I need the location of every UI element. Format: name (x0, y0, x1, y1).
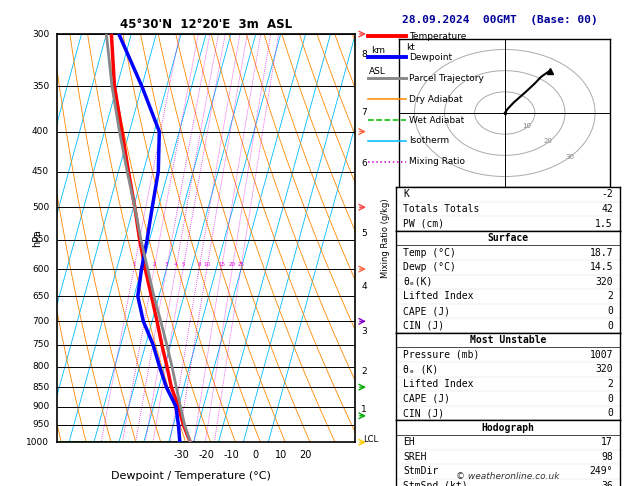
Text: 1000: 1000 (26, 438, 49, 447)
Text: EH: EH (403, 437, 415, 447)
Text: 0: 0 (253, 450, 259, 460)
Text: 320: 320 (595, 364, 613, 374)
Text: 950: 950 (32, 420, 49, 429)
Text: 17: 17 (601, 437, 613, 447)
Text: 320: 320 (595, 277, 613, 287)
Text: 36: 36 (601, 481, 613, 486)
Text: hPa: hPa (32, 229, 42, 247)
Text: 20: 20 (543, 139, 552, 144)
Text: 14.5: 14.5 (589, 262, 613, 272)
Text: CIN (J): CIN (J) (403, 408, 444, 418)
Text: Pressure (mb): Pressure (mb) (403, 350, 479, 360)
Text: 10: 10 (275, 450, 287, 460)
Text: 300: 300 (32, 30, 49, 38)
Text: 6: 6 (361, 159, 367, 168)
Text: 18.7: 18.7 (589, 248, 613, 258)
Text: 4: 4 (174, 262, 177, 267)
Text: CIN (J): CIN (J) (403, 321, 444, 330)
Text: 8: 8 (198, 262, 201, 267)
Text: Surface: Surface (487, 233, 528, 243)
Text: 900: 900 (32, 402, 49, 411)
Text: Dewpoint: Dewpoint (409, 53, 452, 62)
Text: Totals Totals: Totals Totals (403, 204, 479, 214)
Text: 400: 400 (32, 127, 49, 136)
Text: 5: 5 (361, 229, 367, 238)
Text: -30: -30 (173, 450, 189, 460)
Text: -20: -20 (198, 450, 214, 460)
Text: Lifted Index: Lifted Index (403, 292, 474, 301)
Text: 750: 750 (32, 340, 49, 349)
Text: 20: 20 (229, 262, 236, 267)
Text: 249°: 249° (589, 467, 613, 476)
Text: 7: 7 (361, 108, 367, 117)
Text: 28.09.2024  00GMT  (Base: 00): 28.09.2024 00GMT (Base: 00) (402, 15, 598, 25)
Text: PW (cm): PW (cm) (403, 219, 444, 228)
Text: Lifted Index: Lifted Index (403, 379, 474, 389)
Text: 2: 2 (607, 379, 613, 389)
Title: 45°30'N  12°20'E  3m  ASL: 45°30'N 12°20'E 3m ASL (120, 18, 292, 32)
Text: CAPE (J): CAPE (J) (403, 394, 450, 403)
Text: Isotherm: Isotherm (409, 137, 449, 145)
Text: km: km (370, 46, 385, 55)
Text: θₑ(K): θₑ(K) (403, 277, 432, 287)
Text: Parcel Trajectory: Parcel Trajectory (409, 74, 484, 83)
Text: 10: 10 (203, 262, 210, 267)
Text: 600: 600 (32, 264, 49, 274)
Text: 450: 450 (32, 167, 49, 176)
Text: StmSpd (kt): StmSpd (kt) (403, 481, 467, 486)
Text: CAPE (J): CAPE (J) (403, 306, 450, 316)
Text: 550: 550 (32, 235, 49, 244)
Text: 2: 2 (607, 292, 613, 301)
Text: 1007: 1007 (589, 350, 613, 360)
Text: 700: 700 (32, 317, 49, 326)
Text: 4: 4 (361, 282, 367, 291)
Text: 850: 850 (32, 382, 49, 392)
Text: 8: 8 (361, 51, 367, 59)
Text: θₑ (K): θₑ (K) (403, 364, 438, 374)
Text: Wet Adiabat: Wet Adiabat (409, 116, 464, 124)
Text: SREH: SREH (403, 452, 426, 462)
Text: Mixing Ratio: Mixing Ratio (409, 157, 465, 166)
Text: 98: 98 (601, 452, 613, 462)
Text: 1: 1 (132, 262, 136, 267)
Text: StmDir: StmDir (403, 467, 438, 476)
Text: 15: 15 (218, 262, 225, 267)
Text: -10: -10 (223, 450, 239, 460)
Text: -2: -2 (601, 190, 613, 199)
Text: ASL: ASL (369, 67, 386, 76)
Text: Temp (°C): Temp (°C) (403, 248, 456, 258)
Text: 0: 0 (607, 321, 613, 330)
Text: kt: kt (406, 43, 415, 52)
Text: 10: 10 (522, 123, 531, 129)
Text: 25: 25 (237, 262, 244, 267)
Text: 1: 1 (361, 405, 367, 414)
Text: 0: 0 (607, 306, 613, 316)
Text: Temperature: Temperature (409, 32, 466, 41)
Text: 5: 5 (181, 262, 185, 267)
Text: K: K (403, 190, 409, 199)
Text: 30: 30 (565, 154, 574, 160)
Text: Dry Adiabat: Dry Adiabat (409, 95, 462, 104)
Text: 1.5: 1.5 (595, 219, 613, 228)
Text: 42: 42 (601, 204, 613, 214)
Text: 0: 0 (607, 394, 613, 403)
Text: Mixing Ratio (g/kg): Mixing Ratio (g/kg) (381, 198, 390, 278)
Text: LCL: LCL (363, 435, 378, 444)
Text: Hodograph: Hodograph (481, 423, 535, 433)
Text: 3: 3 (361, 327, 367, 336)
Text: 0: 0 (607, 408, 613, 418)
Text: 2: 2 (152, 262, 156, 267)
Text: Dewpoint / Temperature (°C): Dewpoint / Temperature (°C) (111, 471, 271, 481)
Text: 3: 3 (165, 262, 169, 267)
Text: Most Unstable: Most Unstable (470, 335, 546, 345)
Text: Dewp (°C): Dewp (°C) (403, 262, 456, 272)
Text: 500: 500 (32, 203, 49, 212)
Text: 20: 20 (299, 450, 312, 460)
Text: © weatheronline.co.uk: © weatheronline.co.uk (457, 472, 560, 481)
Text: 800: 800 (32, 362, 49, 371)
Text: 350: 350 (32, 82, 49, 91)
Text: 2: 2 (361, 367, 367, 376)
Text: 650: 650 (32, 292, 49, 301)
